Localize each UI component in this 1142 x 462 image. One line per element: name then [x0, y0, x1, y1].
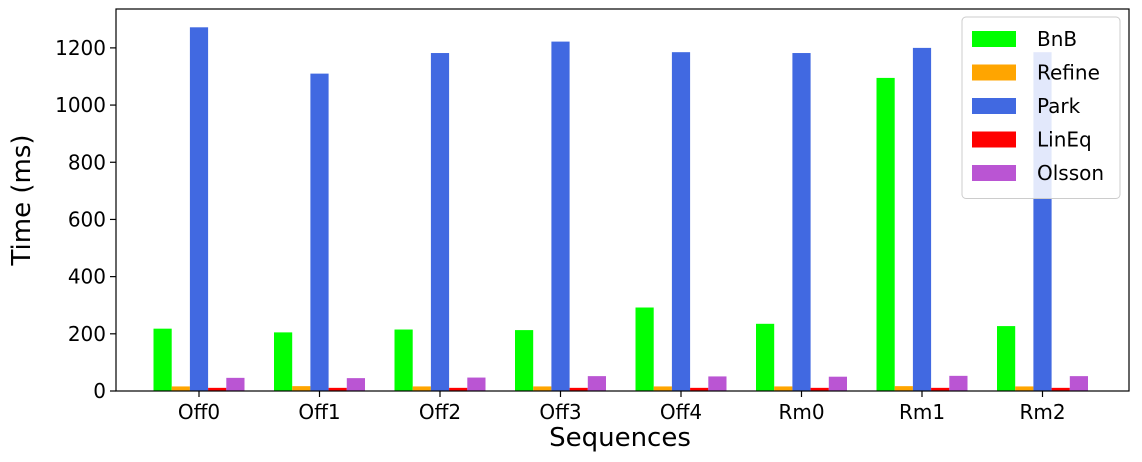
legend-swatch-olsson — [972, 165, 1016, 181]
legend-label-park: Park — [1037, 94, 1081, 118]
bar-olsson-off4 — [708, 376, 727, 391]
y-tick-label: 400 — [68, 265, 106, 289]
legend-label-bnb: BnB — [1037, 27, 1077, 51]
legend: BnB Refine Park LinEq Olsson — [961, 16, 1121, 199]
bar-olsson-rm0 — [828, 376, 847, 391]
bar-bnb-off1 — [274, 332, 293, 391]
x-tick-label: Off3 — [539, 400, 581, 424]
bar-refine-rm0 — [774, 386, 793, 391]
y-axis-title: Time (ms) — [7, 134, 37, 266]
bar-refine-rm1 — [894, 386, 913, 391]
bar-park-rm1 — [912, 47, 932, 391]
legend-box — [961, 16, 1121, 199]
bar-park-off2 — [430, 53, 450, 391]
legend-swatch-refine — [972, 64, 1016, 81]
legend-swatch-bnb — [972, 31, 1016, 47]
plot-frame — [115, 8, 1130, 392]
bar-olsson-off0 — [226, 377, 245, 391]
y-tick-label: 200 — [68, 322, 106, 346]
bar-lineq-off0 — [208, 387, 227, 391]
bar-olsson-rm1 — [949, 375, 968, 391]
y-tick-label: 800 — [68, 150, 106, 174]
bar-refine-off0 — [171, 386, 190, 391]
bar-bnb-off2 — [394, 329, 413, 391]
bar-bnb-off0 — [153, 328, 172, 391]
x-tick-label: Off1 — [298, 400, 340, 424]
bar-refine-off2 — [412, 386, 431, 391]
bar-park-rm0 — [792, 53, 811, 391]
bar-bnb-rm2 — [997, 326, 1016, 391]
y-tick-label: 1200 — [55, 36, 106, 60]
bar-refine-rm2 — [1015, 386, 1034, 391]
bar-olsson-off1 — [346, 378, 365, 391]
bar-lineq-off4 — [690, 387, 709, 391]
bar-lineq-rm1 — [931, 387, 950, 391]
x-axis: Off0 Off1 Off2 Off3 Off4 Rm0 Rm1 Rm2 — [178, 391, 1066, 424]
legend-label-lineq: LinEq — [1037, 128, 1092, 152]
bar-olsson-rm2 — [1069, 376, 1088, 391]
bar-refine-off3 — [533, 386, 552, 391]
y-tick-label: 1000 — [55, 93, 106, 117]
bar-bnb-rm1 — [876, 77, 895, 391]
bar-refine-off4 — [653, 386, 672, 391]
legend-swatch-park — [972, 98, 1016, 114]
x-tick-label: Rm2 — [1019, 400, 1065, 424]
bar-lineq-off3 — [569, 387, 588, 391]
bar-bnb-rm0 — [756, 323, 775, 391]
x-tick-label: Off2 — [419, 400, 461, 424]
x-tick-label: Rm1 — [899, 400, 945, 424]
y-tick-label: 600 — [68, 207, 106, 231]
bar-bnb-off3 — [515, 330, 534, 391]
x-tick-label: Rm0 — [778, 400, 824, 424]
bar-lineq-rm0 — [810, 387, 829, 391]
bar-lineq-off2 — [449, 387, 468, 391]
bar-olsson-off2 — [467, 377, 486, 391]
legend-label-olsson: Olsson — [1037, 161, 1104, 185]
x-axis-title: Sequences — [549, 423, 691, 453]
bar-park-off0 — [189, 27, 209, 392]
bar-olsson-off3 — [587, 376, 606, 391]
legend-swatch-lineq — [972, 131, 1016, 148]
bar-lineq-rm2 — [1051, 387, 1070, 391]
x-tick-label: Off0 — [178, 400, 220, 424]
y-tick-label: 0 — [93, 379, 106, 403]
bar-bnb-off4 — [635, 307, 654, 391]
bars-layer — [153, 27, 1088, 392]
legend-label-refine: Refine — [1037, 61, 1100, 85]
bar-park-off3 — [551, 41, 570, 391]
y-axis: 0 200 400 600 800 1000 1200 — [55, 36, 116, 403]
bar-park-off1 — [310, 73, 329, 392]
x-tick-label: Off4 — [660, 400, 702, 424]
bar-refine-off1 — [292, 386, 311, 391]
bar-park-off4 — [671, 52, 691, 392]
bar-lineq-off1 — [328, 387, 347, 391]
